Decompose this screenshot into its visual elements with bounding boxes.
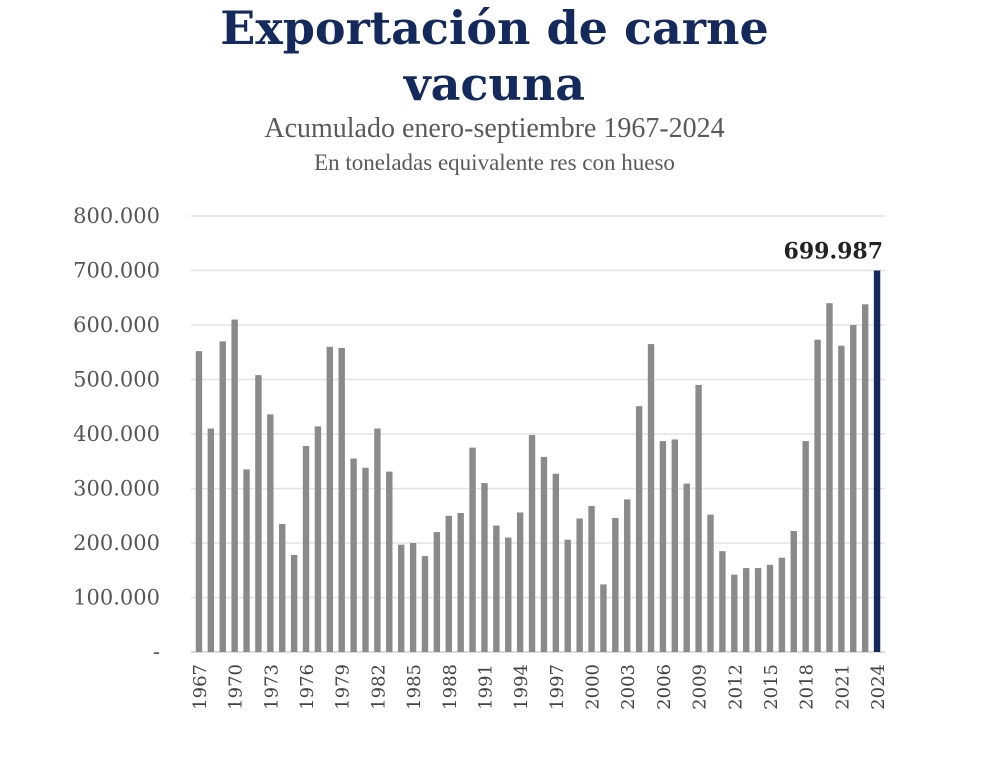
bar [516, 512, 524, 652]
bar [195, 351, 203, 652]
bar [457, 513, 464, 652]
bar [802, 441, 809, 652]
bar [790, 531, 797, 652]
bar [350, 458, 357, 652]
bar [528, 435, 536, 652]
bar [219, 341, 226, 652]
x-tick-label: 1973 [261, 664, 282, 710]
y-tick-label: 200.000 [73, 531, 160, 555]
y-tick-label: 100.000 [73, 586, 160, 610]
bar [386, 471, 393, 652]
bar [338, 347, 345, 652]
x-tick-label: 1991 [475, 664, 496, 710]
bar [826, 303, 833, 652]
highlight-value-label: 699.987 [784, 239, 884, 265]
bar [421, 556, 429, 652]
x-tick-label: 1970 [226, 664, 247, 710]
bar [695, 384, 702, 652]
bar [290, 554, 298, 652]
chart-title-line-2: vacuna [403, 57, 586, 111]
y-tick-label: 700.000 [73, 259, 160, 283]
bar [647, 344, 655, 652]
bar [445, 515, 452, 652]
x-tick-label: 2009 [690, 664, 711, 710]
bar [671, 439, 679, 652]
x-tick-label: 2000 [583, 664, 604, 710]
bar [624, 499, 631, 652]
y-tick-label: 800.000 [73, 204, 160, 228]
chart-subtitle: Acumulado enero-septiembre 1967-2024 [264, 113, 725, 144]
bar [719, 551, 726, 652]
bar-highlight [873, 270, 881, 652]
bar [659, 441, 667, 652]
y-tick-label: 400.000 [73, 422, 160, 446]
bar [838, 345, 845, 652]
bar [302, 445, 310, 652]
bar [207, 428, 215, 652]
x-tick-label: 1982 [368, 664, 389, 710]
bar [683, 483, 690, 652]
chart-title-line-1: Exportación de carne [220, 1, 769, 55]
bar [861, 304, 869, 652]
x-tick-label: 1976 [297, 664, 318, 710]
bar [576, 518, 583, 652]
chart-unit-note: En toneladas equivalente res con hueso [314, 150, 675, 175]
x-tick-label: 2024 [868, 664, 889, 710]
bar [552, 473, 560, 652]
x-tick-label: 1985 [404, 664, 425, 710]
bar [778, 557, 786, 652]
bar [766, 564, 774, 652]
x-tick-label: 1979 [333, 664, 354, 710]
x-tick-label: 2003 [618, 664, 639, 710]
bar [540, 456, 548, 652]
bar [267, 414, 274, 652]
bar [397, 544, 405, 652]
x-tick-label: 2015 [761, 664, 782, 710]
x-tick-label: 1997 [547, 664, 568, 710]
bar [231, 319, 238, 652]
x-tick-label: 1994 [511, 664, 532, 710]
bar [314, 426, 322, 652]
bar [481, 483, 488, 652]
bar [505, 537, 512, 652]
bar [374, 428, 381, 652]
y-tick-label: - [153, 640, 160, 664]
x-tick-label: 1967 [190, 664, 211, 710]
bar [255, 375, 262, 652]
x-tick-label: 2021 [832, 664, 853, 710]
bar [564, 539, 571, 652]
x-tick-label: 2006 [654, 664, 675, 710]
bar [707, 514, 714, 652]
bar [600, 584, 607, 652]
bar [409, 543, 417, 652]
y-tick-label: 300.000 [73, 477, 160, 501]
x-tick-label: 1988 [440, 664, 461, 710]
x-tick-label: 2018 [797, 664, 818, 710]
bar [588, 505, 595, 652]
bar [731, 574, 738, 652]
bar [814, 339, 821, 652]
bar [326, 346, 334, 652]
y-tick-label: 500.000 [73, 368, 160, 392]
bar [612, 517, 619, 652]
bar [850, 325, 857, 652]
bar [279, 523, 286, 652]
bar [493, 525, 500, 652]
bar [469, 447, 476, 652]
bar [754, 568, 762, 652]
bar [362, 467, 369, 652]
bar [243, 469, 250, 652]
y-tick-label: 600.000 [73, 313, 160, 337]
bar [433, 532, 441, 652]
bar [742, 568, 750, 652]
bar [635, 406, 643, 652]
x-tick-label: 2012 [725, 664, 746, 710]
